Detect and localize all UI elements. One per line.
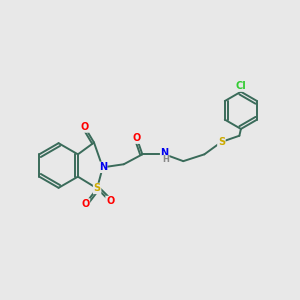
Text: O: O — [106, 196, 114, 206]
Text: O: O — [81, 199, 89, 209]
Text: S: S — [94, 183, 101, 194]
Text: H: H — [162, 155, 169, 164]
Text: Cl: Cl — [236, 81, 246, 91]
Text: S: S — [218, 137, 225, 147]
Text: O: O — [81, 122, 89, 132]
Text: N: N — [99, 162, 107, 172]
Text: N: N — [160, 148, 169, 158]
Text: O: O — [133, 133, 141, 143]
